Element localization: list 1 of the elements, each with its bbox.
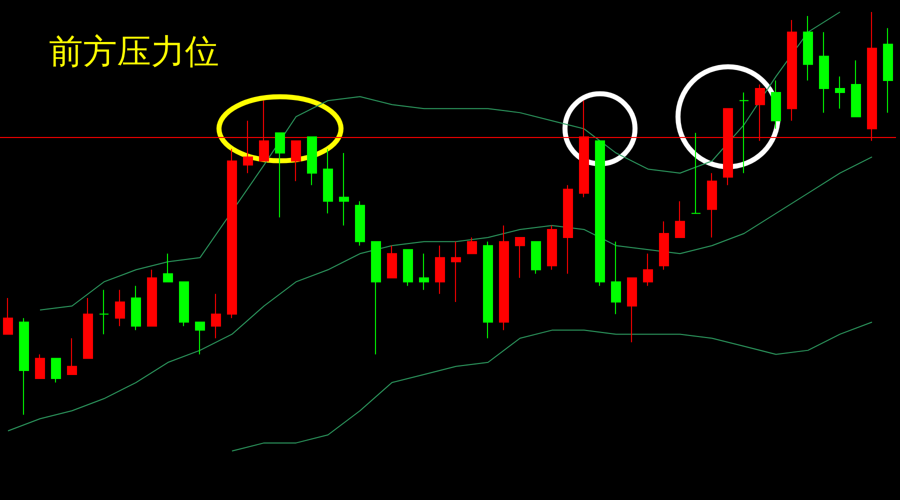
text: 前方压力位 <box>49 32 219 72</box>
